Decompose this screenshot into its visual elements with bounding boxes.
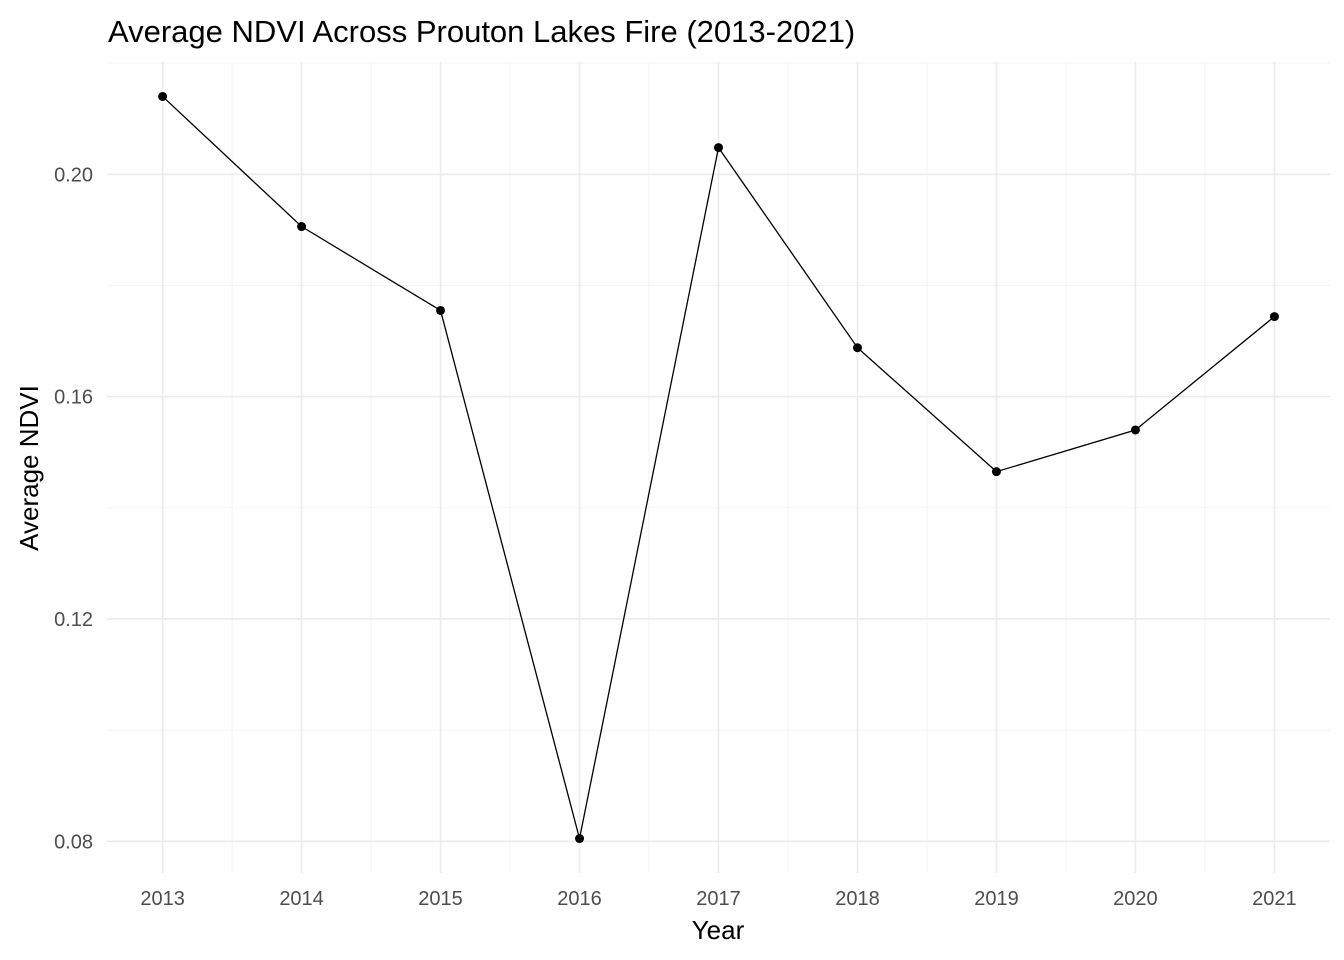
x-tick-label: 2019 — [974, 888, 1019, 910]
y-tick-label: 0.12 — [54, 609, 93, 631]
y-axis-title: Average NDVI — [14, 385, 44, 551]
data-point-2015 — [436, 305, 446, 315]
data-point-2014 — [297, 222, 307, 232]
x-tick-label: 2018 — [835, 888, 880, 910]
data-point-2018 — [852, 343, 862, 353]
data-point-2020 — [1130, 425, 1140, 435]
data-point-2017 — [714, 143, 723, 153]
y-tick-label: 0.08 — [54, 831, 93, 853]
x-tick-label: 2017 — [696, 888, 741, 910]
x-tick-label: 2014 — [279, 888, 324, 910]
x-tick-label: 2021 — [1252, 888, 1297, 910]
y-tick-label: 0.20 — [54, 164, 93, 186]
data-point-2019 — [991, 467, 1001, 477]
y-tick-label: 0.16 — [54, 387, 93, 409]
data-point-2013 — [158, 91, 168, 101]
data-point-2021 — [1269, 312, 1279, 322]
x-axis-ticks: 2013 2014 2015 2016 2017 2018 2019 2020 2021 — [140, 888, 1296, 910]
x-tick-label: 2013 — [140, 888, 185, 910]
gridlines — [107, 62, 1330, 873]
y-axis-ticks: 0.08 0.12 0.16 0.20 — [54, 164, 93, 853]
ndvi-series — [158, 91, 1279, 844]
chart-title: Average NDVI Across Prouton Lakes Fire (… — [108, 14, 855, 49]
x-axis-title: Year — [692, 915, 745, 945]
data-point-2016 — [575, 834, 585, 844]
x-tick-label: 2015 — [418, 888, 463, 910]
x-tick-label: 2016 — [557, 888, 602, 910]
x-tick-label: 2020 — [1113, 888, 1158, 910]
